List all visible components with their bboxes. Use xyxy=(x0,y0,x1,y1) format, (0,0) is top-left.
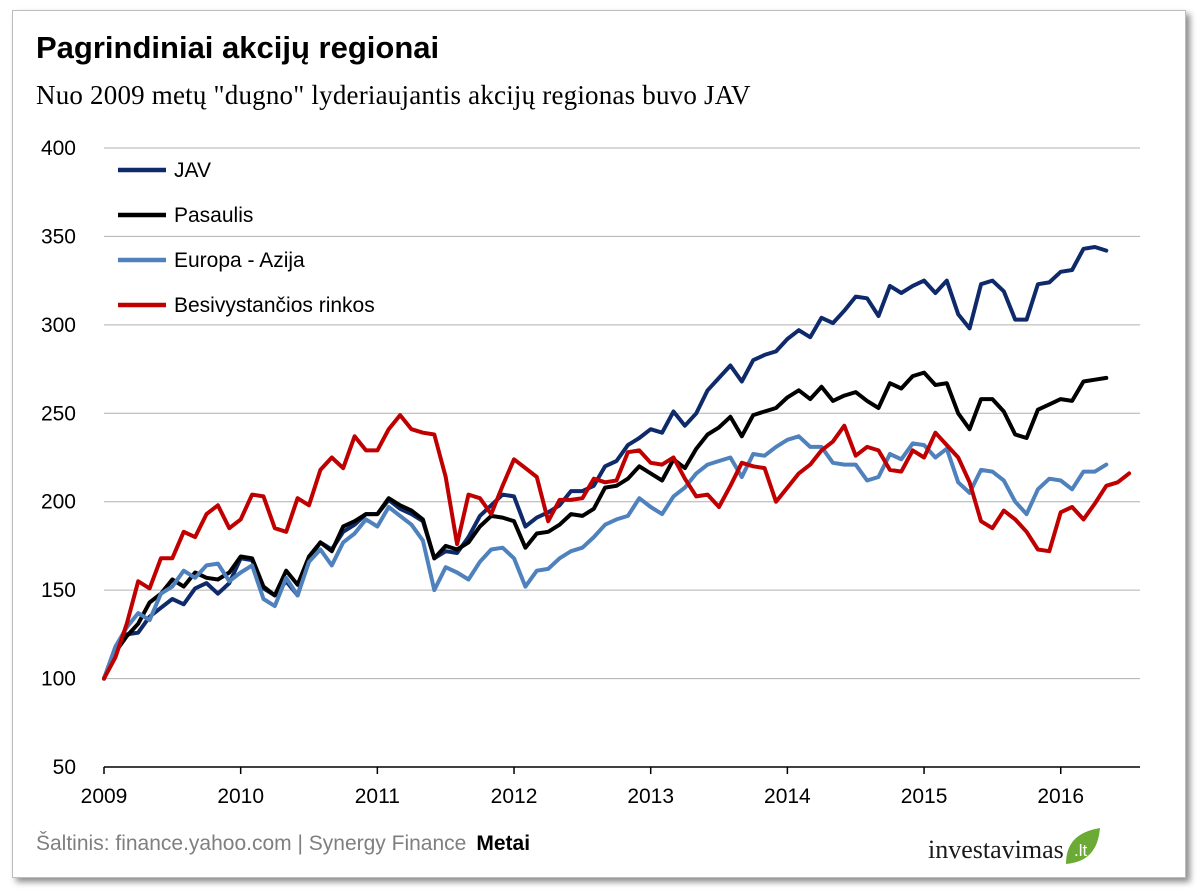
legend-label: Europa - Azija xyxy=(174,249,305,272)
series-line-2 xyxy=(102,434,1109,681)
source-text: Šaltinis: finance.yahoo.com | Synergy Fi… xyxy=(36,832,467,855)
x-tick-label: 2011 xyxy=(355,785,400,808)
leaf-icon: .lt xyxy=(1065,828,1100,864)
x-tick-label: 2010 xyxy=(217,785,264,808)
y-tick-label: 50 xyxy=(53,756,76,779)
x-tick-label: 2014 xyxy=(764,785,811,808)
series-line-1 xyxy=(102,370,1109,681)
legend-label: Besivystančios rinkos xyxy=(174,294,375,317)
gridlines xyxy=(104,147,1140,680)
chart-subtitle: Nuo 2009 metų "dugno" lyderiaujantis akc… xyxy=(36,80,751,110)
x-tick-label: 2013 xyxy=(627,785,674,808)
logo-text: investavimas xyxy=(928,835,1064,864)
y-tick-label: 150 xyxy=(41,579,76,602)
chart-title: Pagrindiniai akcijų regionai xyxy=(36,30,440,65)
site-logo: investavimas .lt xyxy=(928,826,1102,866)
x-tick-label: 2009 xyxy=(81,785,128,808)
y-tick-label: 350 xyxy=(41,225,76,248)
series-lines xyxy=(102,245,1132,681)
y-tick-label: 400 xyxy=(41,137,76,160)
y-tick-label: 100 xyxy=(41,668,76,691)
x-axis-label: Metai xyxy=(476,832,531,855)
series-line-3 xyxy=(102,413,1132,681)
x-axis-ticks: 2009 2010 2011 2012 2013 2014 2015 2016 xyxy=(81,767,1084,808)
legend: JAV Pasaulis Europa - Azija Besivystančios … xyxy=(118,159,375,317)
source-note: Šaltinis: finance.yahoo.com | Synergy Fi… xyxy=(36,832,530,856)
y-tick-label: 250 xyxy=(41,402,76,425)
chart-frame xyxy=(12,10,1186,878)
legend-label: JAV xyxy=(174,159,211,182)
y-tick-label: 200 xyxy=(41,491,76,514)
x-tick-label: 2015 xyxy=(901,785,948,808)
y-axis-ticks: 50 100 150 200 250 300 350 400 xyxy=(41,137,76,779)
logo-tld: .lt xyxy=(1074,841,1088,860)
y-tick-label: 300 xyxy=(41,314,76,337)
legend-label: Pasaulis xyxy=(174,204,253,227)
x-tick-label: 2016 xyxy=(1037,785,1084,808)
x-tick-label: 2012 xyxy=(491,785,538,808)
